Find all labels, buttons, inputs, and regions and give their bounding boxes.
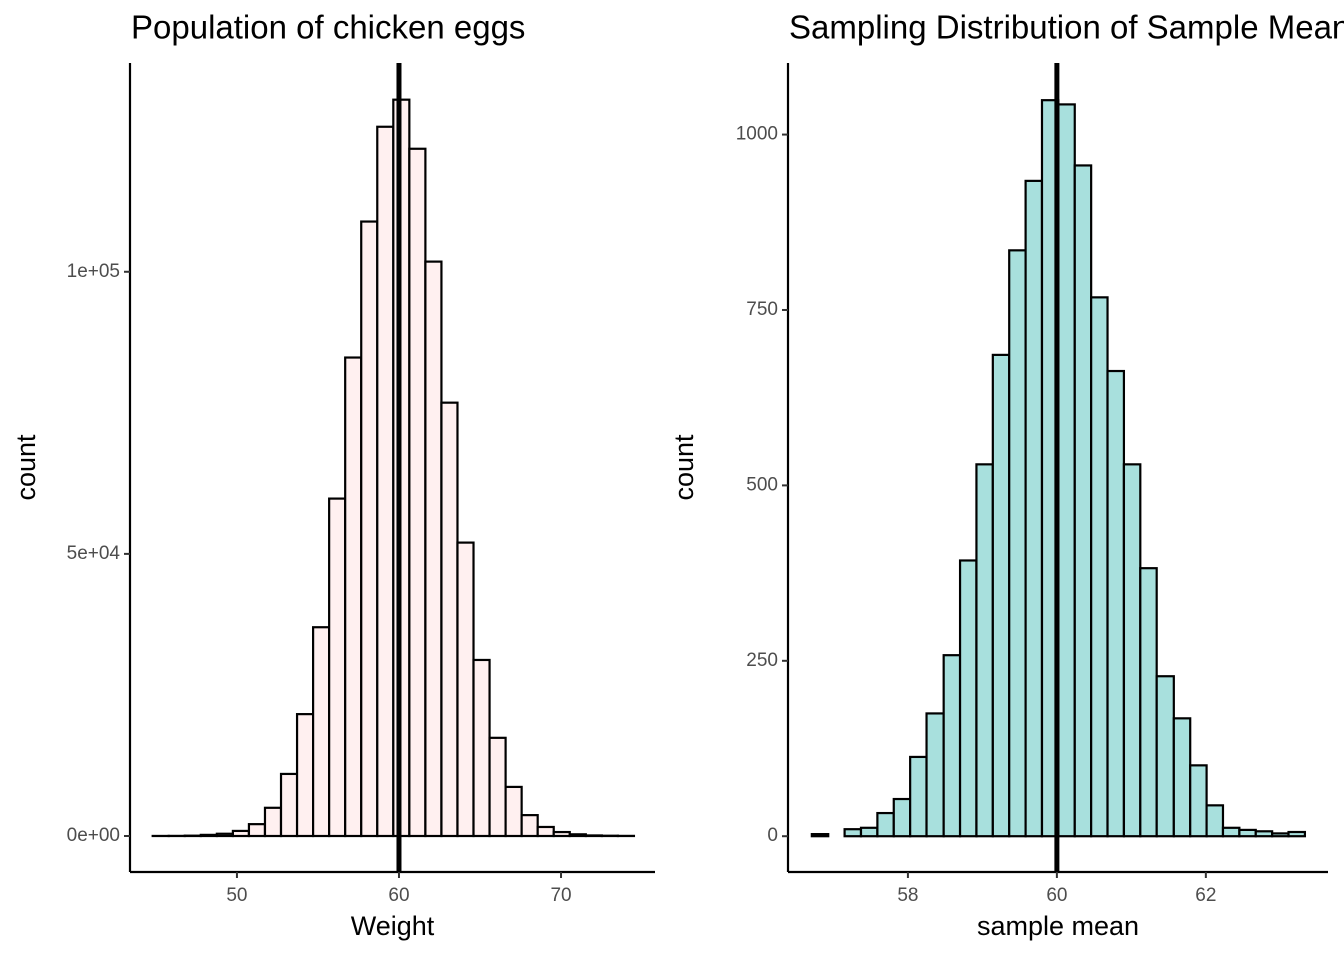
bar [360, 220, 379, 838]
bar [376, 125, 395, 838]
bar [231, 829, 251, 838]
bar [942, 654, 962, 838]
bar [344, 356, 363, 838]
bar [1205, 804, 1225, 838]
bar [975, 463, 994, 838]
bar [1122, 463, 1142, 838]
bar [958, 559, 978, 838]
chart-title: Sampling Distribution of Sample Means [789, 9, 1344, 46]
bar [892, 797, 912, 838]
y-axis-title: count [11, 434, 41, 501]
bar [1106, 369, 1126, 838]
bar [440, 401, 459, 838]
bar [1090, 296, 1109, 838]
x-tick-label: 60 [1046, 885, 1067, 906]
bar [810, 833, 830, 838]
bar [991, 353, 1011, 838]
chart-title: Population of chicken eggs [131, 9, 525, 46]
bar [199, 833, 218, 838]
bar [1287, 830, 1307, 838]
y-axis-title: count [669, 434, 699, 501]
bar [520, 814, 539, 838]
bar [1254, 830, 1274, 838]
bar [1189, 764, 1208, 838]
bar [1271, 832, 1290, 838]
bar [263, 806, 283, 838]
bar [328, 497, 347, 838]
bar [472, 658, 491, 838]
y-tick-label: 0e+00 [67, 825, 120, 846]
bar [1073, 164, 1093, 838]
bar [1221, 826, 1241, 838]
x-axis-title: Weight [351, 911, 435, 941]
bar [1057, 103, 1076, 838]
bar [456, 541, 475, 838]
x-tick-label: 58 [897, 885, 918, 906]
x-tick-label: 62 [1195, 885, 1216, 906]
bar [215, 832, 234, 838]
bar [552, 830, 571, 838]
y-tick-label: 250 [746, 650, 778, 671]
bar [909, 755, 928, 838]
x-tick-label: 60 [388, 885, 409, 906]
bar [1139, 567, 1158, 838]
bar [876, 811, 895, 838]
bar [295, 713, 315, 838]
bar [408, 147, 427, 838]
bar [1008, 249, 1027, 838]
bar [584, 834, 603, 838]
bar [247, 823, 267, 838]
bar [1238, 828, 1257, 838]
x-axis-title: sample mean [977, 911, 1139, 941]
bar [488, 736, 507, 838]
y-tick-label: 1e+05 [67, 261, 120, 282]
y-tick-label: 750 [746, 299, 778, 320]
bar [1155, 675, 1175, 838]
bar [1172, 717, 1192, 838]
bar [279, 772, 299, 838]
bar [568, 833, 587, 838]
y-tick-label: 1000 [736, 124, 778, 145]
y-tick-label: 500 [746, 474, 778, 495]
bar [859, 826, 879, 838]
bar [1024, 179, 1044, 838]
bar [424, 260, 443, 838]
bar [925, 712, 945, 838]
bar [312, 626, 331, 838]
bar [536, 825, 555, 838]
x-tick-label: 50 [226, 885, 247, 906]
x-tick-label: 70 [550, 885, 571, 906]
y-tick-label: 0 [767, 825, 778, 846]
bar [843, 828, 863, 838]
bar [504, 785, 523, 838]
y-tick-label: 5e+04 [67, 543, 121, 564]
